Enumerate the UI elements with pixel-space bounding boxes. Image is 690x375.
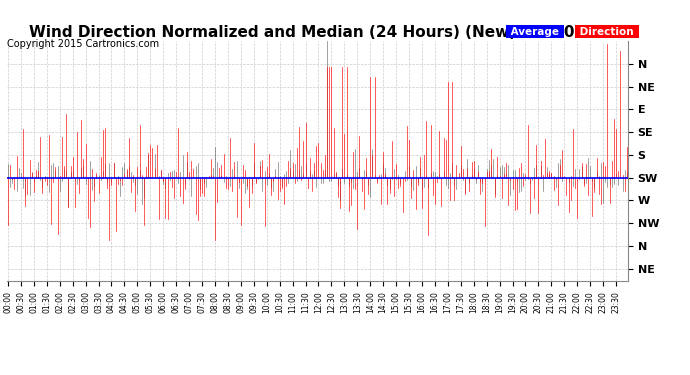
Text: Average: Average (507, 27, 563, 37)
Text: Copyright 2015 Cartronics.com: Copyright 2015 Cartronics.com (7, 39, 159, 50)
Text: Direction: Direction (576, 27, 638, 37)
Title: Wind Direction Normalized and Median (24 Hours) (New) 20150906: Wind Direction Normalized and Median (24… (29, 25, 606, 40)
